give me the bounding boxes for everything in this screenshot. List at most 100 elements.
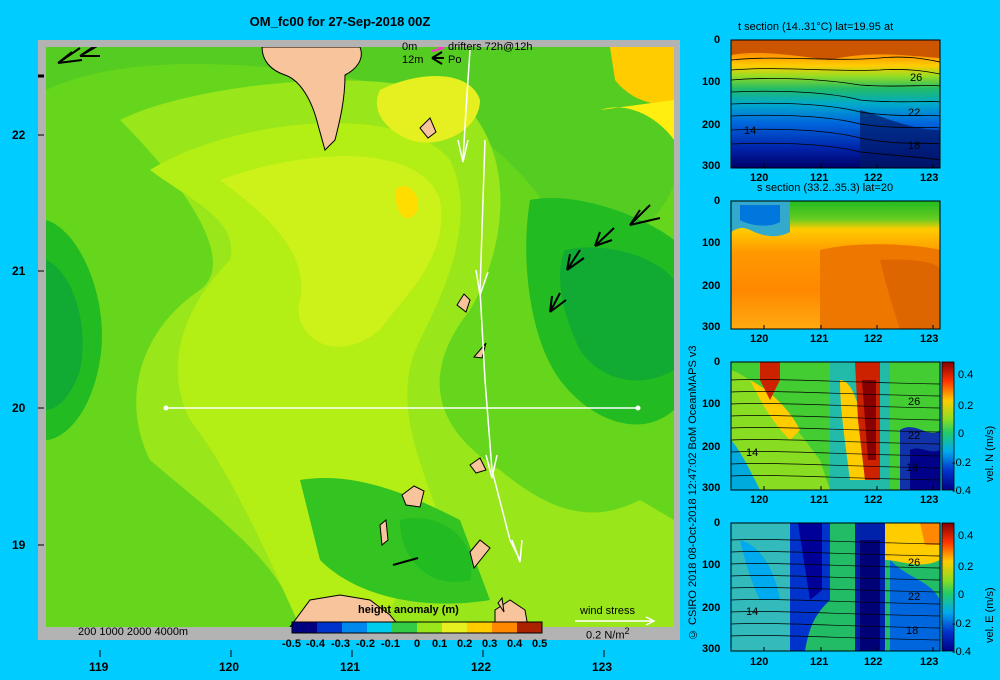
p2-y-tick: 300	[702, 321, 721, 333]
x-tick-label: 119	[89, 660, 109, 674]
vn-cbar-tick: -0.4	[952, 485, 971, 497]
contour-label: 18	[906, 625, 919, 637]
legend-0m: 0m	[402, 41, 418, 53]
p2-y-tick: 100	[702, 237, 721, 249]
p2-x-tick: 122	[864, 333, 883, 345]
x-tick-label: 123	[592, 660, 613, 674]
cbar-tick: 0.3	[482, 638, 498, 650]
contour-label: 14	[744, 125, 757, 137]
x-tick-label: 120	[219, 660, 240, 674]
contour-label: 18	[906, 462, 919, 474]
legend-drifters: drifters 72h@12h	[448, 41, 533, 53]
contour-label: 22	[908, 430, 921, 442]
p1-x-tick: 120	[750, 172, 769, 184]
p4-y-tick: 100	[702, 559, 721, 571]
vel-e-colorbar	[941, 522, 955, 652]
vn-cbar-tick: 0	[958, 428, 965, 440]
p4-x-tick: 121	[810, 656, 829, 668]
y-tick-label: 21	[12, 264, 26, 278]
ve-cbar-tick: -0.2	[952, 618, 971, 630]
p4-y-tick: 0	[714, 517, 721, 529]
p1-y-tick: 200	[702, 119, 721, 131]
wind-stress-label: wind stress	[580, 605, 636, 617]
p1-x-tick: 123	[920, 172, 939, 184]
cbar-tick: 0.5	[532, 638, 548, 650]
p4-y-tick: 300	[702, 643, 721, 655]
p1-x-tick: 122	[864, 172, 883, 184]
drifter-track	[479, 139, 521, 561]
wind-stress-scale: 0.2 N/m2	[586, 626, 630, 642]
depth-contours-label: 200 1000 2000 4000m	[78, 626, 189, 638]
vel-n-label: vel. N (m/s)	[984, 425, 996, 482]
p3-y-tick: 200	[702, 441, 721, 453]
page-title: OM_fc00 for 27-Sep-2018 00Z	[249, 14, 431, 29]
cbar-tick: -0.2	[356, 638, 375, 650]
contour-label: 22	[908, 591, 921, 603]
p3-y-tick: 100	[702, 398, 721, 410]
y-tick-label: 20	[12, 401, 26, 415]
contour-label: 26	[910, 72, 923, 84]
height-colorbar	[291, 621, 543, 634]
y-tick-label: 22	[12, 128, 26, 142]
p3-x-tick: 122	[864, 494, 883, 506]
legend-po: Po	[448, 54, 462, 66]
contour-label: 26	[908, 557, 921, 569]
p1-y-tick: 100	[702, 76, 721, 88]
p2-x-tick: 120	[750, 333, 769, 345]
contour-label: 26	[908, 396, 921, 408]
ve-cbar-tick: -0.4	[952, 646, 971, 658]
p2-x-tick: 123	[920, 333, 939, 345]
p3-x-tick: 121	[810, 494, 829, 506]
ve-cbar-tick: 0.4	[958, 530, 974, 542]
drifter-track	[462, 49, 471, 161]
cbar-tick: -0.4	[306, 638, 325, 650]
wind-vectors	[57, 47, 661, 566]
vel-e-section-panel	[731, 523, 940, 651]
land-luzon	[289, 594, 401, 627]
wind-stress-scale-arrow	[575, 616, 656, 626]
main-map-chart	[38, 40, 680, 657]
vel-e-label: vel. E (m/s)	[984, 587, 996, 643]
ve-cbar-tick: 0.2	[958, 561, 974, 573]
p4-x-tick: 123	[920, 656, 939, 668]
vn-cbar-tick: 0.2	[958, 400, 974, 412]
p4-y-tick: 200	[702, 602, 721, 614]
contour-label: 14	[746, 447, 759, 459]
vn-cbar-tick: 0.4	[958, 369, 974, 381]
p2-y-tick: 200	[702, 280, 721, 292]
p4-x-tick: 122	[864, 656, 883, 668]
p3-x-tick: 120	[750, 494, 769, 506]
p3-y-tick: 300	[702, 482, 721, 494]
cbar-tick: -0.3	[331, 638, 350, 650]
ve-cbar-tick: 0	[958, 589, 965, 601]
y-tick-label: 19	[12, 538, 26, 552]
vel-n-colorbar	[941, 361, 955, 491]
colorbar-ticks: -0.5 -0.4 -0.3 -0.2 -0.1 0 0.1 0.2 0.3 0…	[0, 638, 680, 652]
p2-y-tick: 0	[714, 195, 721, 207]
section-panels	[730, 39, 955, 652]
contour-label: 18	[908, 140, 921, 152]
p1-y-tick: 300	[702, 160, 721, 172]
height-anomaly-field	[46, 47, 674, 627]
land-taiwan	[261, 47, 362, 151]
s-section-panel	[731, 201, 940, 329]
s-section-title: s section (33.2..35.3) lat=20	[757, 182, 894, 194]
cbar-tick: -0.5	[282, 638, 301, 650]
x-tick-label: 122	[471, 660, 492, 674]
p3-x-tick: 123	[920, 494, 939, 506]
cbar-tick: 0.4	[507, 638, 523, 650]
contour-label: 14	[746, 606, 759, 618]
p4-x-tick: 120	[750, 656, 769, 668]
t-section-title: t section (14..31°C) lat=19.95 at	[738, 21, 894, 33]
t-section-panel	[731, 40, 940, 168]
x-tick-label: 121	[340, 660, 361, 674]
contour-label: 22	[908, 107, 921, 119]
p1-x-tick: 121	[810, 172, 829, 184]
cbar-tick: 0.1	[432, 638, 448, 650]
colorbar-title: height anomaly (m)	[358, 604, 459, 616]
cbar-tick: 0	[414, 638, 421, 650]
p1-y-tick: 0	[714, 34, 721, 46]
p2-x-tick: 121	[810, 333, 829, 345]
legend-12m: 12m	[402, 54, 424, 66]
vn-cbar-tick: -0.2	[952, 457, 971, 469]
